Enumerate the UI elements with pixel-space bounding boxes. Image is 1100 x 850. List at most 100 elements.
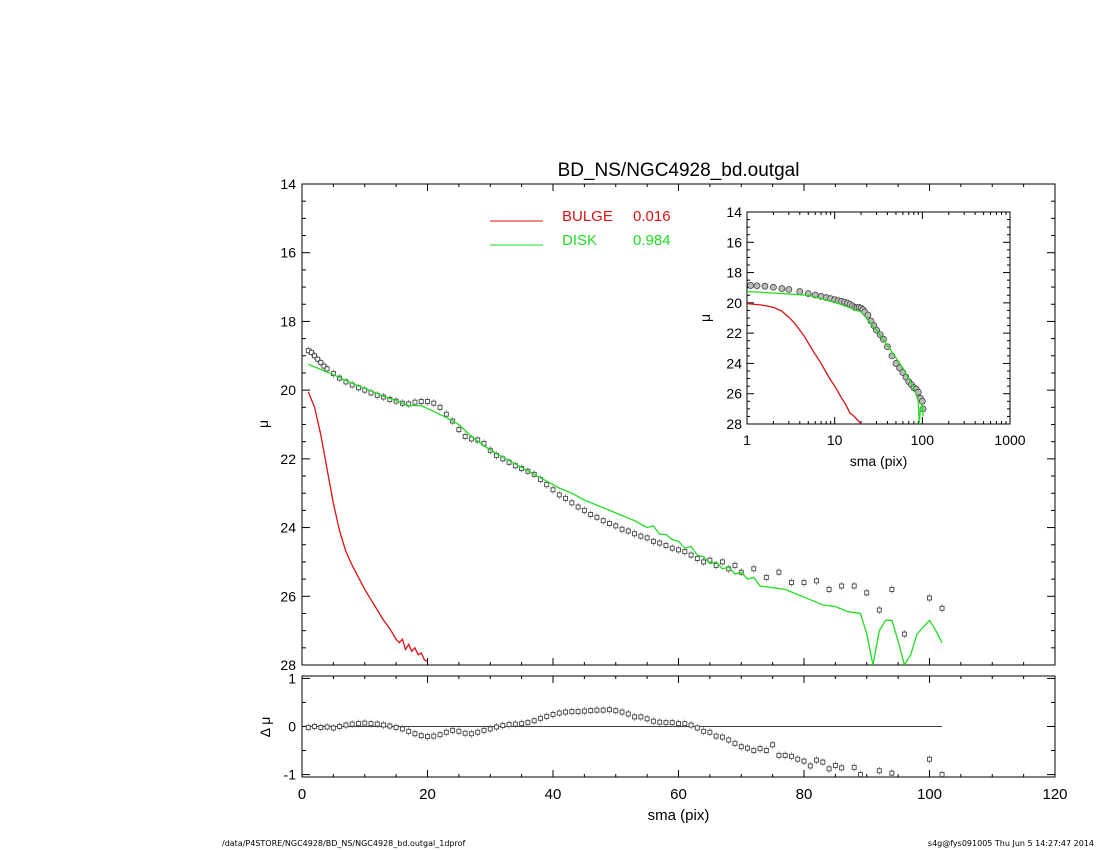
main-data-point (443, 411, 449, 417)
residual-residual-point (751, 748, 757, 753)
inset-ylabel: μ (697, 314, 713, 322)
residual-residual-point (619, 709, 625, 715)
main-data-point (431, 400, 437, 406)
residual-residual-point (789, 753, 794, 759)
residual-residual-point (531, 718, 537, 724)
residual-residual-point (694, 725, 700, 731)
residual-ytick-label: -1 (284, 767, 297, 783)
residual-residual-point (330, 725, 336, 731)
residual-xtick-label: 60 (670, 786, 687, 803)
residual-residual-point (625, 711, 631, 717)
residual-residual-point (820, 759, 826, 765)
residual-residual-point (594, 707, 600, 713)
residual-residual-point (475, 729, 481, 735)
residual-residual-point (858, 772, 863, 777)
residual-residual-point (425, 734, 430, 740)
residual-xtick-label: 80 (796, 786, 813, 803)
main-data-point (312, 353, 317, 359)
main-data-point (851, 583, 857, 589)
residual-xtick-label: 100 (917, 786, 942, 803)
legend-value-bulge: 0.016 (633, 208, 671, 225)
residual-residual-point (544, 713, 550, 719)
residual-ylabel: Δ μ (257, 717, 273, 738)
main-data-point (776, 569, 782, 575)
main-ytick-label: 14 (280, 176, 296, 192)
residual-residual-point (876, 768, 882, 774)
main-data-point (308, 349, 314, 355)
main-data-point (751, 566, 757, 572)
main-data-point (889, 586, 895, 592)
residual-residual-point (669, 720, 675, 726)
residual-residual-point (719, 734, 725, 740)
main-data-point (713, 562, 719, 568)
residual-residual-point (318, 725, 324, 730)
main-data-point (763, 574, 769, 580)
residual-residual-point (745, 745, 750, 751)
residual-residual-point (638, 714, 644, 720)
residual-residual-point (462, 730, 468, 736)
residual-residual-point (481, 727, 487, 733)
main-data-point (563, 495, 568, 501)
xlabel: sma (pix) (648, 807, 710, 824)
main-data-point (625, 528, 631, 534)
inset-ytick-label: 18 (726, 265, 742, 281)
main-disk-line (308, 363, 943, 665)
main-data-point (638, 533, 644, 539)
inset-ytick-label: 20 (726, 295, 742, 311)
residual-residual-point (663, 720, 669, 726)
main-ytick-label: 28 (280, 657, 296, 673)
residual-residual-point (563, 709, 568, 715)
main-data-point (901, 631, 907, 637)
main-series-group (305, 346, 945, 665)
residual-residual-point (343, 722, 349, 728)
inset-xtick-label: 1 (743, 432, 751, 448)
residual-residual-point (374, 721, 380, 727)
inset-background (747, 212, 1010, 424)
main-data-point (688, 552, 694, 558)
main-ylabel: μ (255, 420, 271, 428)
residual-residual-point (826, 766, 832, 772)
inset-data-point (918, 397, 926, 405)
residual-residual-point (538, 715, 543, 721)
main-data-point (544, 482, 550, 488)
main-data-point (814, 578, 819, 584)
inset-data-point (892, 360, 900, 367)
residual-residual-point (851, 764, 857, 770)
main-data-point (607, 520, 612, 526)
residual-residual-point (588, 708, 594, 714)
residual-residual-point (688, 722, 694, 728)
residual-residual-point (738, 744, 744, 750)
residual-residual-point (368, 721, 374, 727)
inset-xtick-label: 10 (827, 432, 843, 448)
residual-residual-point (487, 726, 493, 732)
residual-xtick-label: 0 (298, 786, 306, 803)
residual-residual-point (707, 729, 713, 735)
inset-xtick-label: 1000 (994, 432, 1025, 448)
residual-residual-point (713, 733, 719, 739)
residual-residual-point (676, 721, 681, 727)
inset-ytick-label: 14 (726, 204, 742, 220)
main-ytick-label: 20 (280, 382, 296, 398)
residual-residual-point (927, 756, 932, 762)
main-ytick-label: 24 (280, 520, 296, 536)
residual-residual-point (726, 737, 732, 743)
inset-ytick-label: 22 (726, 325, 742, 341)
residual-residual-point (607, 707, 612, 713)
main-data-point (682, 549, 688, 555)
main-data-point (669, 545, 675, 551)
residual-residual-point (324, 724, 330, 730)
main-data-point (619, 526, 625, 532)
main-data-point (644, 535, 650, 541)
main-data-point (864, 590, 870, 596)
main-data-point (801, 580, 807, 585)
residual-residual-point (525, 720, 531, 726)
main-data-point (318, 360, 324, 366)
residual-residual-point (770, 742, 776, 748)
residual-residual-point (393, 725, 399, 730)
residual-residual-point (889, 770, 895, 776)
residual-residual-point (575, 709, 581, 715)
inset-data-point (778, 285, 786, 292)
residual-residual-point (657, 719, 663, 725)
residual-residual-point (839, 765, 845, 771)
main-data-point (588, 512, 594, 517)
